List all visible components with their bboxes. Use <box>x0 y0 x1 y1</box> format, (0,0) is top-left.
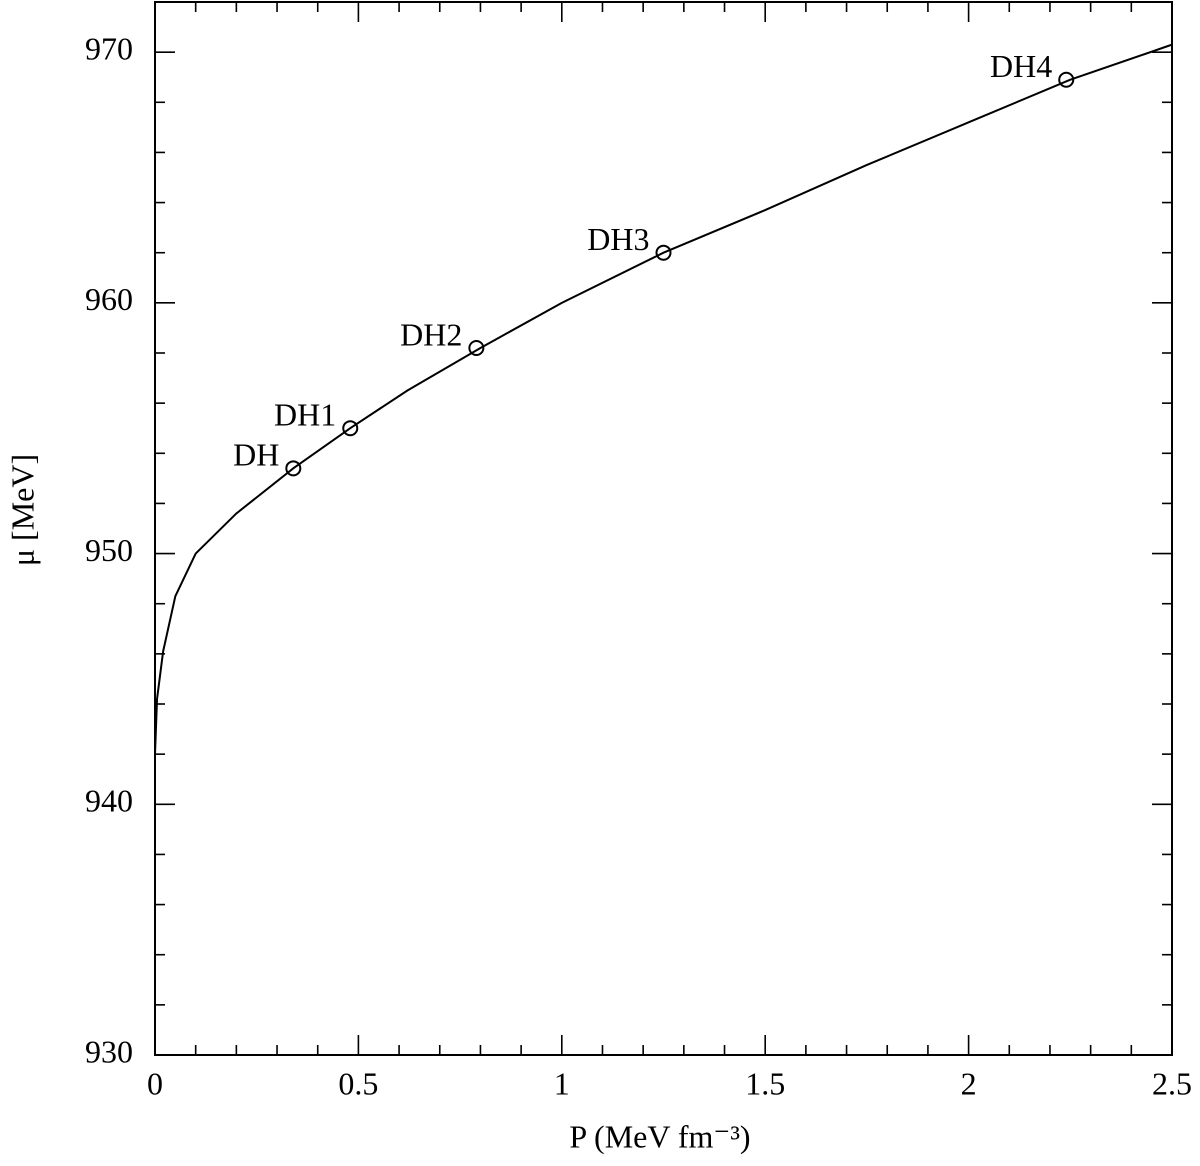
y-tick-label: 930 <box>85 1033 133 1069</box>
y-tick-label: 970 <box>85 30 133 66</box>
curve <box>154 43 1173 755</box>
x-tick-label: 1 <box>554 1065 570 1101</box>
y-tick-label: 960 <box>85 281 133 317</box>
marker <box>468 339 485 356</box>
marker-label: DH2 <box>400 316 462 352</box>
marker-label: DH <box>233 437 279 473</box>
x-tick-label: 2 <box>961 1065 977 1101</box>
x-tick-label: 2.5 <box>1152 1065 1192 1101</box>
x-tick-label: 0.5 <box>338 1065 378 1101</box>
marker <box>285 460 302 477</box>
x-tick-label: 0 <box>147 1065 163 1101</box>
marker <box>342 420 359 437</box>
plot-frame <box>154 1 1173 1056</box>
x-axis-label: P (MeV fm⁻³) <box>569 1118 750 1154</box>
marker <box>1058 71 1075 88</box>
marker <box>655 244 672 261</box>
marker-label: DH3 <box>587 221 649 257</box>
y-tick-label: 950 <box>85 532 133 568</box>
marker-label: DH1 <box>274 397 336 433</box>
y-axis-label: μ [MeV] <box>4 454 40 566</box>
x-tick-label: 1.5 <box>745 1065 785 1101</box>
y-tick-label: 940 <box>85 783 133 819</box>
marker-label: DH4 <box>990 48 1052 84</box>
